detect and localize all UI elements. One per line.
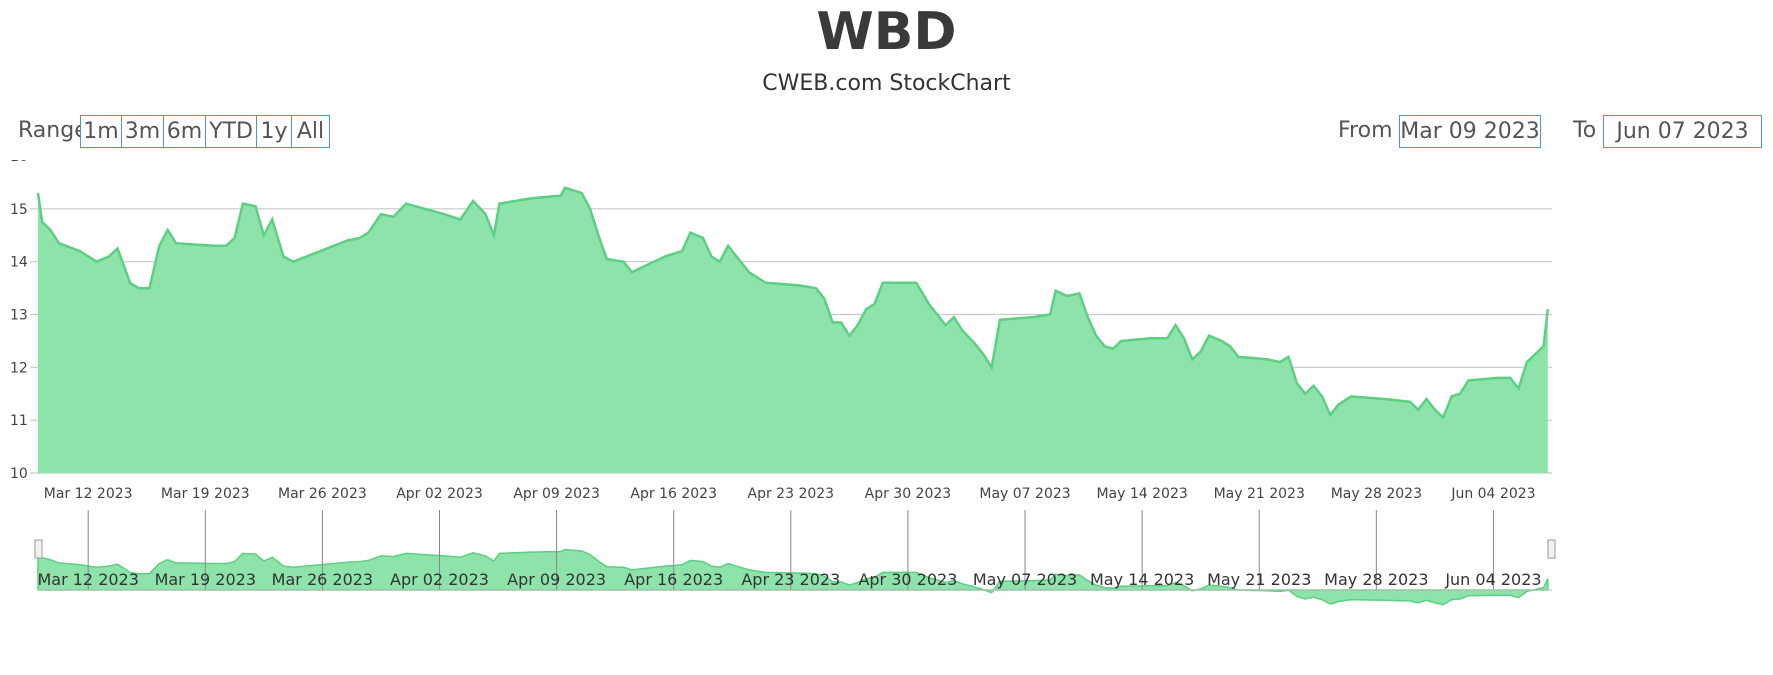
series-area: [38, 187, 1548, 473]
x-tick-label: Apr 09 2023: [513, 486, 600, 502]
y-tick-label: 10: [10, 466, 28, 482]
x-tick-label: May 28 2023: [1331, 486, 1422, 502]
range-button-ytd[interactable]: YTD: [205, 115, 257, 148]
x-tick-label: Apr 16 2023: [630, 486, 717, 502]
x-tick-label: May 07 2023: [979, 486, 1070, 502]
y-tick-label: 13: [10, 308, 28, 324]
range-button-1m[interactable]: 1m: [80, 115, 122, 148]
x-tick-label: Mar 12 2023: [44, 486, 133, 502]
range-button-all[interactable]: All: [291, 115, 330, 148]
y-tick-label: 16: [10, 160, 28, 165]
navigator-tick-label: Mar 26 2023: [272, 570, 373, 589]
from-label: From: [1338, 118, 1393, 143]
navigator-left-handle[interactable]: [34, 539, 43, 559]
x-tick-label: Apr 30 2023: [865, 486, 952, 502]
range-button-6m[interactable]: 6m: [163, 115, 206, 148]
navigator-tick-label: May 21 2023: [1207, 570, 1311, 589]
navigator-tick-label: Apr 02 2023: [390, 570, 489, 589]
navigator-tick-label: May 28 2023: [1324, 570, 1428, 589]
x-tick-label: Jun 04 2023: [1450, 486, 1535, 502]
y-tick-label: 15: [10, 202, 28, 218]
navigator-tick-label: Apr 23 2023: [741, 570, 840, 589]
y-tick-label: 11: [10, 413, 28, 429]
navigator-tick-label: May 14 2023: [1090, 570, 1194, 589]
x-tick-label: Mar 26 2023: [278, 486, 367, 502]
x-tick-label: Apr 23 2023: [748, 486, 835, 502]
y-axis-ticks: 10 11 12 13 14 15 16: [10, 160, 28, 482]
x-tick-label: Mar 19 2023: [161, 486, 250, 502]
to-label: To: [1573, 118, 1597, 143]
navigator-tick-label: Mar 19 2023: [155, 570, 256, 589]
chart-subtitle: CWEB.com StockChart: [762, 71, 1011, 96]
navigator-tick-label: Jun 04 2023: [1444, 570, 1541, 589]
range-button-3m[interactable]: 3m: [121, 115, 164, 148]
series-line: [36, 186, 1550, 420]
x-tick-label: May 21 2023: [1214, 486, 1305, 502]
navigator-tick-label: Apr 16 2023: [624, 570, 723, 589]
y-tick-label: 14: [10, 255, 28, 271]
range-button-1y[interactable]: 1y: [256, 115, 292, 148]
navigator-area: [37, 548, 1549, 606]
price-area: [36, 186, 1550, 473]
navigator-tick-label: Apr 09 2023: [507, 570, 606, 589]
from-date-input[interactable]: Mar 09 2023: [1399, 115, 1541, 148]
x-tick-label: May 14 2023: [1096, 486, 1187, 502]
to-date-input[interactable]: Jun 07 2023: [1603, 115, 1762, 148]
navigator-tick-label: Mar 12 2023: [37, 570, 138, 589]
x-axis-ticks: Mar 12 2023 Mar 19 2023 Mar 26 2023 Apr 02 …: [44, 486, 1536, 502]
x-tick-label: Apr 02 2023: [396, 486, 483, 502]
navigator-right-handle[interactable]: [1547, 539, 1556, 559]
navigator-tick-label: May 07 2023: [973, 570, 1077, 589]
y-tick-label: 12: [10, 360, 28, 376]
navigator[interactable]: Mar 12 2023 Mar 19 2023 Mar 26 2023 Apr 02 …: [34, 510, 1556, 606]
navigator-tick-label: Apr 30 2023: [858, 570, 957, 589]
chart-title: WBD: [816, 2, 957, 62]
range-label: Range: [18, 118, 88, 143]
